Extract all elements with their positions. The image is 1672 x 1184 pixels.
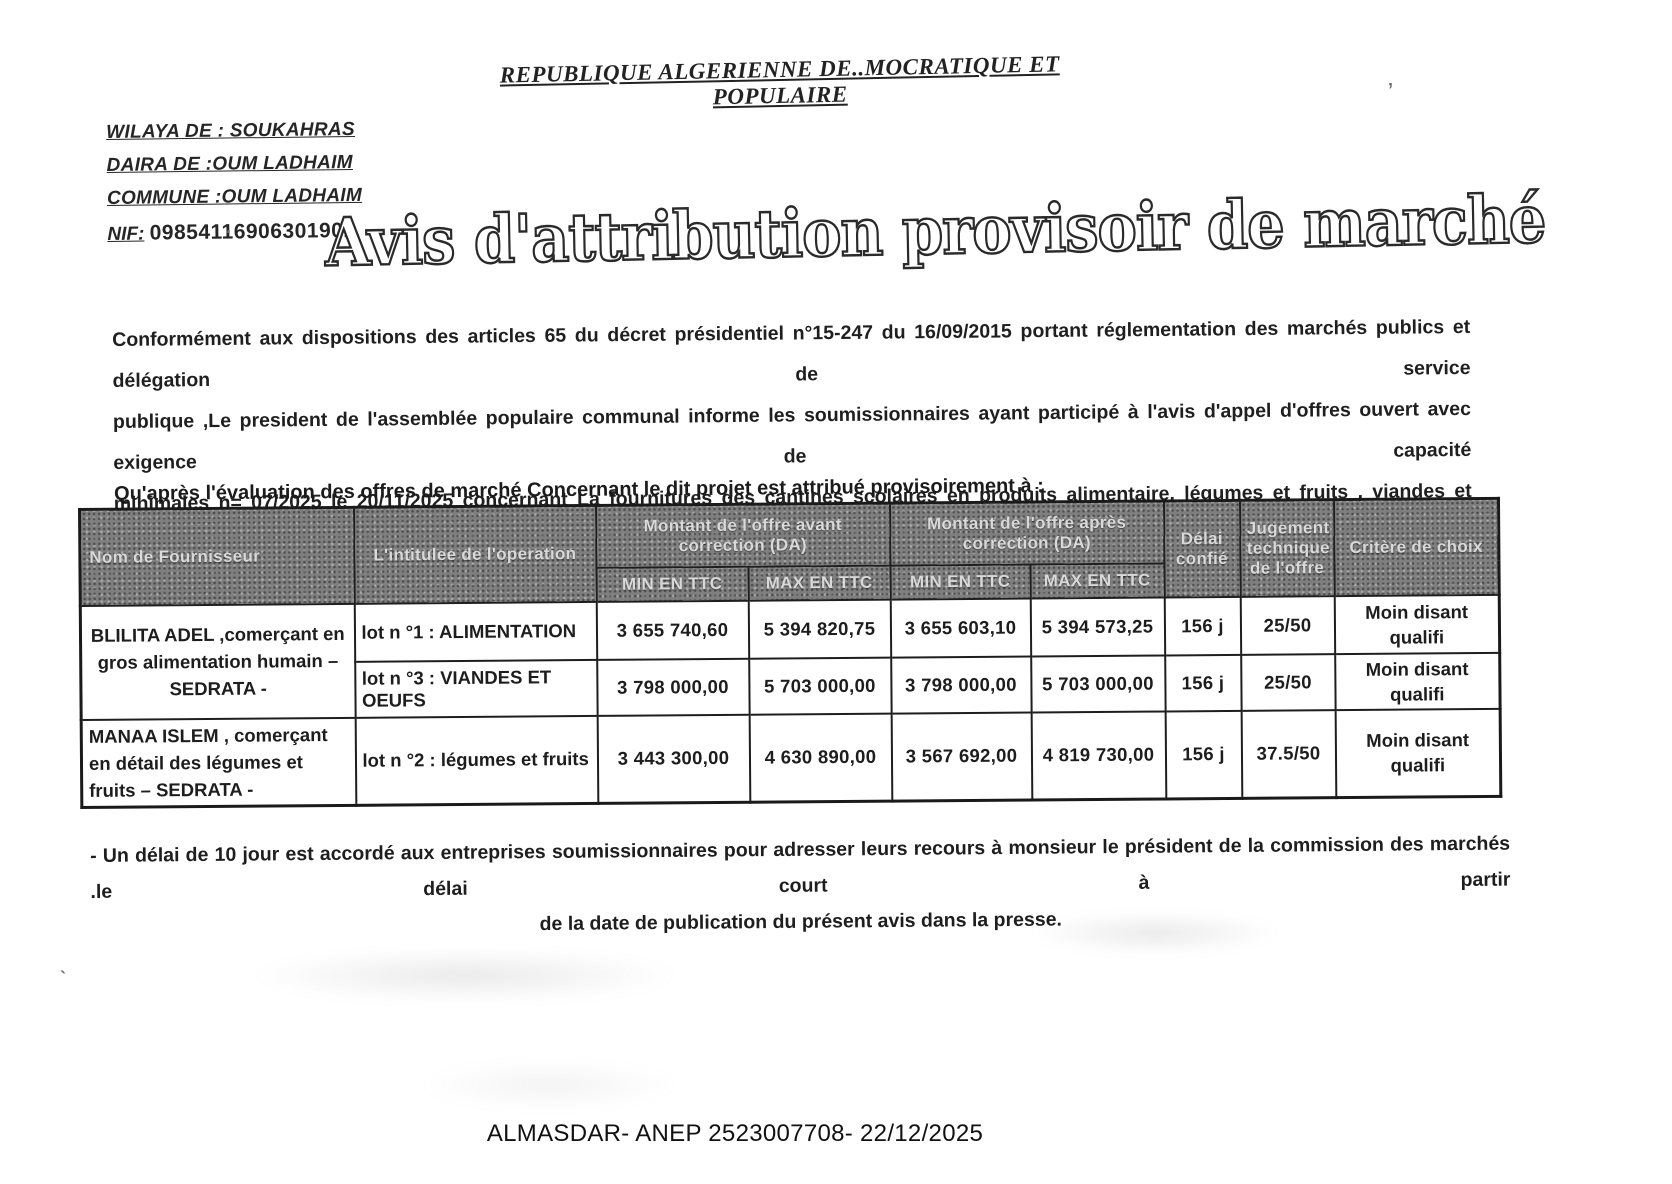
judgement-value: 25/50 [1240,595,1335,655]
supplier-name: MANAA ISLEM , comerçant en détail des lé… [81,717,356,807]
recourse-note: - Un délai de 10 jour est accordé aux en… [90,826,1511,946]
publication-footer: ALMASDAR- ANEP 2523007708- 22/12/2025 [486,1120,984,1147]
delay-value: 156 j [1164,596,1241,655]
page-title: Avis d'attribution provisoir de marché [323,179,1547,282]
award-table: Nom de Fournisseur L'intitulee de l'oper… [78,496,1503,809]
max-before-value: 5 703 000,00 [748,657,892,715]
min-after-value: 3 798 000,00 [890,656,1032,714]
col-header-amount-before: Montant de l'offre avant correction (DA) [595,503,890,568]
supplier-name: BLILITA ADEL ,comerçant en gros alimenta… [80,603,356,720]
col-header-criteria: Critère de choix [1333,498,1500,596]
min-after-value: 3 655 603,10 [890,598,1031,658]
min-after-value: 3 567 692,00 [891,712,1032,801]
max-before-value: 5 394 820,75 [748,599,891,659]
max-before-value: 4 630 890,00 [749,713,892,802]
scan-smudge [1030,912,1280,954]
lot-label: lot n °2 : légumes et fruits [355,715,598,805]
criteria-value: Moin disant qualifi [1335,708,1501,798]
col-header-max-before: MAX EN TTC [747,565,891,601]
max-after-value: 5 703 000,00 [1030,654,1166,713]
scan-artifact: ` [60,968,66,988]
max-after-value: 5 394 573,25 [1030,596,1165,657]
col-header-amount-after: Montant de l'offre après correction (DA) [889,500,1164,566]
lot-label: lot n °1 : ALIMENTATION [354,601,597,662]
wilaya-line: WILAYA DE : SOUKAHRAS [106,118,356,143]
delay-value: 156 j [1164,654,1242,711]
min-before-value: 3 655 740,60 [596,600,749,660]
criteria-value: Moin disant qualifi [1334,594,1500,654]
min-before-value: 3 798 000,00 [596,658,750,716]
republic-header: REPUBLIQUE ALGERIENNE DE..MOCRATIQUE ET … [499,51,1060,110]
col-header-supplier: Nom de Fournisseur [79,507,355,606]
scan-artifact: ’ [1388,80,1394,100]
col-header-judgement: Jugement technique de l'offre [1239,499,1335,597]
body-line: Conformément aux dispositions des articl… [112,315,1471,392]
col-header-delay: Délai confié [1163,500,1241,597]
col-header-operation: L'intitulee de l'operation [353,505,597,604]
lot-label: lot n °3 : VIANDES ET OEUFS [354,659,598,718]
scan-artifact: · [226,222,232,242]
col-header-min-before: MIN EN TTC [595,566,749,602]
col-header-max-after: MAX EN TTC [1029,562,1165,599]
min-before-value: 3 443 300,00 [597,714,750,803]
daira-line: DAIRA DE :OUM LADHAIM [106,151,353,176]
col-header-min-after: MIN EN TTC [889,564,1031,600]
judgement-value: 25/50 [1240,653,1336,711]
judgement-value: 37.5/50 [1241,709,1336,798]
nif-label: NIF: [107,223,145,245]
scan-smudge [250,948,680,1003]
delay-value: 156 j [1165,710,1242,799]
max-after-value: 4 819 730,00 [1031,710,1166,800]
table-row: MANAA ISLEM , comerçant en détail des lé… [81,708,1501,807]
criteria-value: Moin disant qualifi [1334,652,1501,710]
scan-smudge [420,1060,680,1110]
note-line-1: - Un délai de 10 jour est accordé aux en… [90,832,1511,903]
body-line: publique ,Le president de l'assemblée po… [112,397,1472,474]
